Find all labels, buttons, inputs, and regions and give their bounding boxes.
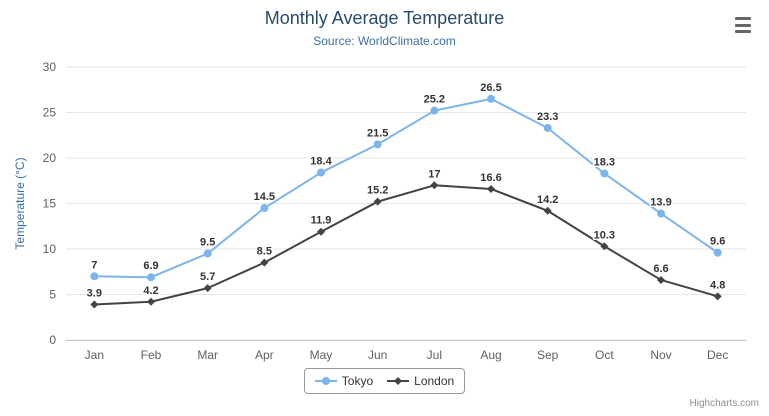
y-axis-label: 20: [43, 151, 57, 165]
tokyo-data-label: 7: [91, 259, 97, 271]
tokyo-point[interactable]: [657, 209, 665, 218]
y-axis-label: 10: [43, 242, 57, 256]
tokyo-point[interactable]: [373, 140, 382, 149]
x-axis-label: Jul: [427, 348, 442, 362]
y-axis-label: 30: [43, 60, 57, 74]
london-data-label: 14.2: [537, 194, 558, 206]
legend-label-london: London: [414, 374, 455, 388]
chart-title: Monthly Average Temperature: [264, 8, 505, 28]
x-axis-label: Dec: [707, 348, 728, 362]
hamburger-line: [735, 23, 751, 27]
x-axis-label: Nov: [650, 348, 671, 362]
tokyo-point[interactable]: [90, 272, 99, 281]
legend-item-london[interactable]: London: [387, 374, 454, 388]
london-point[interactable]: [430, 181, 439, 190]
hamburger-line: [735, 30, 751, 33]
london-point[interactable]: [317, 227, 325, 236]
y-axis-label: 15: [43, 197, 57, 211]
london-point[interactable]: [260, 258, 269, 267]
tokyo-data-label: 23.3: [537, 111, 558, 123]
x-axis-label: Mar: [197, 348, 218, 362]
tokyo-series-line[interactable]: [93, 97, 719, 279]
london-point[interactable]: [600, 242, 609, 251]
tokyo-point[interactable]: [487, 94, 495, 103]
hamburger-line: [735, 17, 751, 20]
x-axis-label: May: [310, 348, 333, 362]
tokyo-point[interactable]: [713, 248, 722, 257]
legend-label-tokyo: Tokyo: [341, 374, 374, 388]
legend-item-tokyo[interactable]: Tokyo: [314, 374, 374, 388]
london-legend-marker-icon: [387, 377, 410, 385]
tokyo-data-label: 9.6: [710, 236, 725, 248]
x-axis-label: Apr: [255, 348, 274, 362]
tokyo-point[interactable]: [203, 249, 212, 258]
legend: Tokyo London: [0, 368, 769, 394]
london-data-label: 3.9: [87, 288, 102, 300]
tokyo-data-label: 9.5: [200, 237, 215, 249]
london-data-label: 4.2: [143, 285, 158, 297]
tokyo-point[interactable]: [543, 123, 552, 132]
london-point[interactable]: [713, 292, 722, 301]
tokyo-data-label: 18.4: [310, 156, 332, 168]
tokyo-data-label: 18.3: [594, 156, 615, 168]
london-point[interactable]: [487, 184, 495, 193]
london-data-label: 16.6: [480, 172, 501, 184]
london-data-label: 4.8: [710, 279, 725, 291]
london-data-label: 5.7: [200, 271, 215, 283]
y-axis-label: 25: [43, 106, 57, 120]
london-data-label: 10.3: [594, 229, 615, 241]
tokyo-point[interactable]: [430, 106, 439, 115]
tokyo-data-label: 6.9: [143, 260, 158, 272]
x-axis-label: Oct: [595, 348, 614, 362]
x-axis-label: Aug: [480, 348, 501, 362]
hamburger-menu-icon[interactable]: [735, 15, 753, 35]
london-point[interactable]: [543, 206, 552, 215]
tokyo-point[interactable]: [147, 273, 155, 282]
legend-box: Tokyo London: [303, 368, 466, 394]
x-axis-label: Sep: [537, 348, 559, 362]
london-point[interactable]: [373, 197, 382, 206]
london-point[interactable]: [147, 297, 155, 306]
tokyo-legend-marker-icon: [314, 377, 337, 385]
chart-subtitle: Source: WorldClimate.com: [313, 34, 456, 48]
tokyo-data-label: 21.5: [367, 127, 388, 139]
tokyo-data-label: 14.5: [254, 191, 275, 203]
london-series-line[interactable]: [93, 184, 719, 306]
tokyo-point[interactable]: [317, 168, 325, 177]
tokyo-point[interactable]: [600, 169, 609, 178]
x-axis-label: Jun: [368, 348, 387, 362]
tokyo-data-label: 26.5: [480, 82, 501, 94]
tokyo-point[interactable]: [260, 204, 269, 213]
london-data-label: 6.6: [653, 263, 668, 275]
tokyo-data-label: 13.9: [650, 197, 671, 209]
tokyo-data-label: 25.2: [424, 94, 445, 106]
y-axis-label: 0: [49, 333, 56, 347]
london-data-label: 15.2: [367, 185, 388, 197]
credits-link[interactable]: Highcharts.com: [689, 398, 759, 409]
london-point[interactable]: [90, 300, 99, 309]
london-data-label: 17: [428, 168, 440, 180]
y-axis-title: Temperature (°C): [13, 157, 27, 249]
x-axis-label: Feb: [141, 348, 162, 362]
london-point[interactable]: [203, 284, 212, 293]
london-data-label: 11.9: [311, 215, 332, 227]
y-axis-label: 5: [49, 288, 56, 302]
london-data-label: 8.5: [257, 246, 272, 258]
x-axis-label: Jan: [85, 348, 104, 362]
london-point[interactable]: [657, 275, 665, 284]
